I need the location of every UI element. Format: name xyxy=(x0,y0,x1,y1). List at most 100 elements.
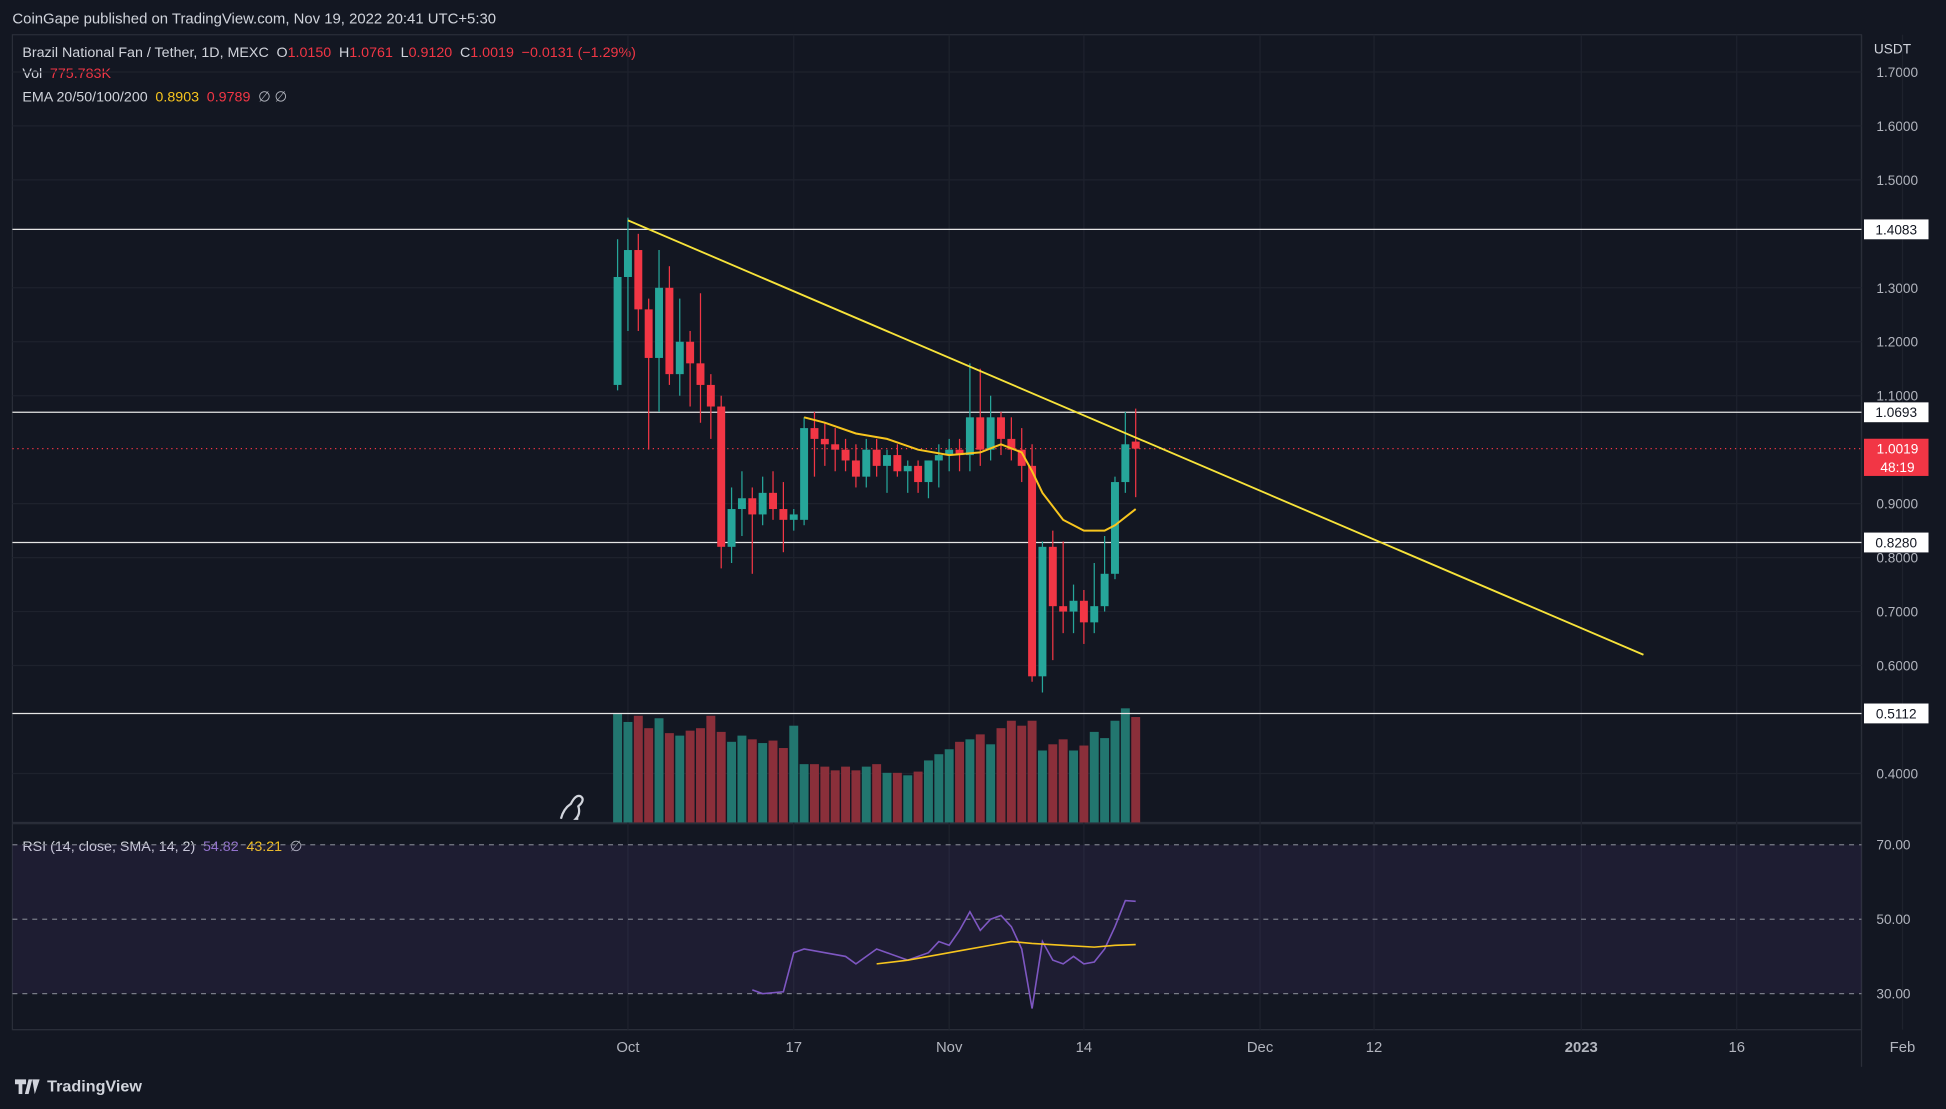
change-value: −0.0131 (−1.29%) xyxy=(521,45,636,61)
open-value: 1.0150 xyxy=(287,45,332,61)
candle-body xyxy=(789,514,798,520)
time-tick-label: 16 xyxy=(1728,1040,1745,1056)
candle-body xyxy=(934,455,943,461)
volume-bar xyxy=(1089,731,1099,823)
rsi-band-fill xyxy=(12,844,1862,994)
candle-body xyxy=(655,287,664,358)
volume-bar xyxy=(903,775,913,823)
candle-body xyxy=(976,417,985,450)
rsi-sma-value: 43.21 xyxy=(246,839,283,855)
volume-bar xyxy=(1037,750,1047,823)
candle-body xyxy=(955,449,964,456)
candle-body xyxy=(634,250,643,310)
time-tick-label: Dec xyxy=(1247,1040,1274,1056)
volume-bar xyxy=(664,733,674,823)
time-tick-label: Nov xyxy=(936,1040,963,1056)
ema50-value: 0.9789 xyxy=(206,90,251,106)
ema20-value: 0.8903 xyxy=(155,90,200,106)
volume-bar xyxy=(633,715,643,823)
candle-body xyxy=(696,363,705,385)
rsi-line xyxy=(752,899,1136,1009)
level-price-label: 0.8280 xyxy=(1875,535,1917,550)
time-tick-label: 17 xyxy=(785,1040,802,1056)
candle-body xyxy=(1069,600,1078,612)
currency-label: USDT xyxy=(1873,42,1912,58)
volume-value: 775.783K xyxy=(49,66,112,82)
level-price-label: 1.4083 xyxy=(1875,222,1917,237)
volume-bar xyxy=(830,770,840,823)
volume-bar xyxy=(996,728,1006,823)
descending-trendline xyxy=(627,219,1644,656)
volume-bar xyxy=(975,734,985,823)
volume-label[interactable]: Vol xyxy=(22,66,43,82)
rsi-label[interactable]: RSI (14, close, SMA, 14, 2) xyxy=(22,839,196,855)
candle-body xyxy=(717,406,726,547)
candle-body xyxy=(831,444,840,450)
candle-body xyxy=(686,341,695,364)
tradingview-footer[interactable]: TradingView xyxy=(14,1077,142,1095)
candle-body xyxy=(1007,438,1016,450)
rsi-sma-line xyxy=(876,940,1136,965)
high-label: H xyxy=(338,45,350,61)
candle-body xyxy=(675,341,684,375)
candle-body xyxy=(748,498,757,515)
price-tick-label: 0.9000 xyxy=(1876,497,1918,512)
candle-body xyxy=(758,492,767,515)
volume-bar xyxy=(685,730,695,823)
price-tick-label: 0.6000 xyxy=(1876,658,1918,673)
volume-bar xyxy=(789,725,799,823)
volume-bar xyxy=(1006,720,1016,823)
dinosaur-icon xyxy=(559,794,584,820)
candle-body xyxy=(914,465,923,483)
volume-bar xyxy=(758,743,768,823)
volume-bar xyxy=(654,718,664,823)
high-value: 1.0761 xyxy=(349,45,393,61)
candle-body xyxy=(893,455,902,472)
volume-bar xyxy=(1058,739,1068,823)
volume-legend: Vol 775.783K xyxy=(22,67,114,82)
level-price-tag xyxy=(1863,219,1929,240)
time-tick-label: Feb xyxy=(1890,1040,1916,1056)
price-tick-label: 0.8000 xyxy=(1876,551,1918,566)
volume-bar xyxy=(623,721,633,823)
time-tick-label: 14 xyxy=(1076,1040,1093,1056)
volume-bar xyxy=(892,772,902,823)
volume-bar xyxy=(955,741,965,823)
candle-body xyxy=(986,417,995,450)
volume-bar xyxy=(882,772,892,823)
ema-label[interactable]: EMA 20/50/100/200 xyxy=(22,90,148,106)
candle-body xyxy=(1121,444,1130,483)
candle-body xyxy=(965,417,974,456)
volume-bar xyxy=(768,740,778,823)
symbol-title[interactable]: Brazil National Fan / Tether, 1D, MEXC xyxy=(22,45,269,61)
volume-bar xyxy=(944,749,954,823)
current-price-label: 1.0019 xyxy=(1877,442,1919,457)
candle-body xyxy=(665,287,674,375)
candle-body xyxy=(862,449,871,477)
volume-bar xyxy=(1100,738,1110,823)
volume-bar xyxy=(644,728,654,823)
volume-bar xyxy=(727,741,737,823)
level-price-label: 1.0693 xyxy=(1875,405,1917,420)
candle-body xyxy=(841,449,850,461)
candle-body xyxy=(623,250,632,278)
candle-body xyxy=(779,509,788,520)
volume-bar xyxy=(1069,750,1078,823)
current-price-tag xyxy=(1863,438,1929,476)
level-price-tag xyxy=(1863,532,1929,553)
candle-body xyxy=(737,498,746,510)
candle-body xyxy=(769,492,777,510)
price-tick-label: 0.4000 xyxy=(1876,766,1918,781)
ema-na-values: ∅ ∅ xyxy=(258,90,287,106)
volume-bar xyxy=(1131,717,1141,823)
volume-bar xyxy=(716,731,726,823)
rsi-legend: RSI (14, close, SMA, 14, 2) 54.82 43.21 … xyxy=(22,837,306,855)
ema20-line xyxy=(803,416,1137,532)
rsi-tick-label: 70.00 xyxy=(1876,838,1911,853)
volume-bar xyxy=(1110,720,1120,823)
volume-bar xyxy=(934,754,944,823)
candle-body xyxy=(1038,546,1047,677)
time-tick-label: 12 xyxy=(1366,1040,1383,1056)
